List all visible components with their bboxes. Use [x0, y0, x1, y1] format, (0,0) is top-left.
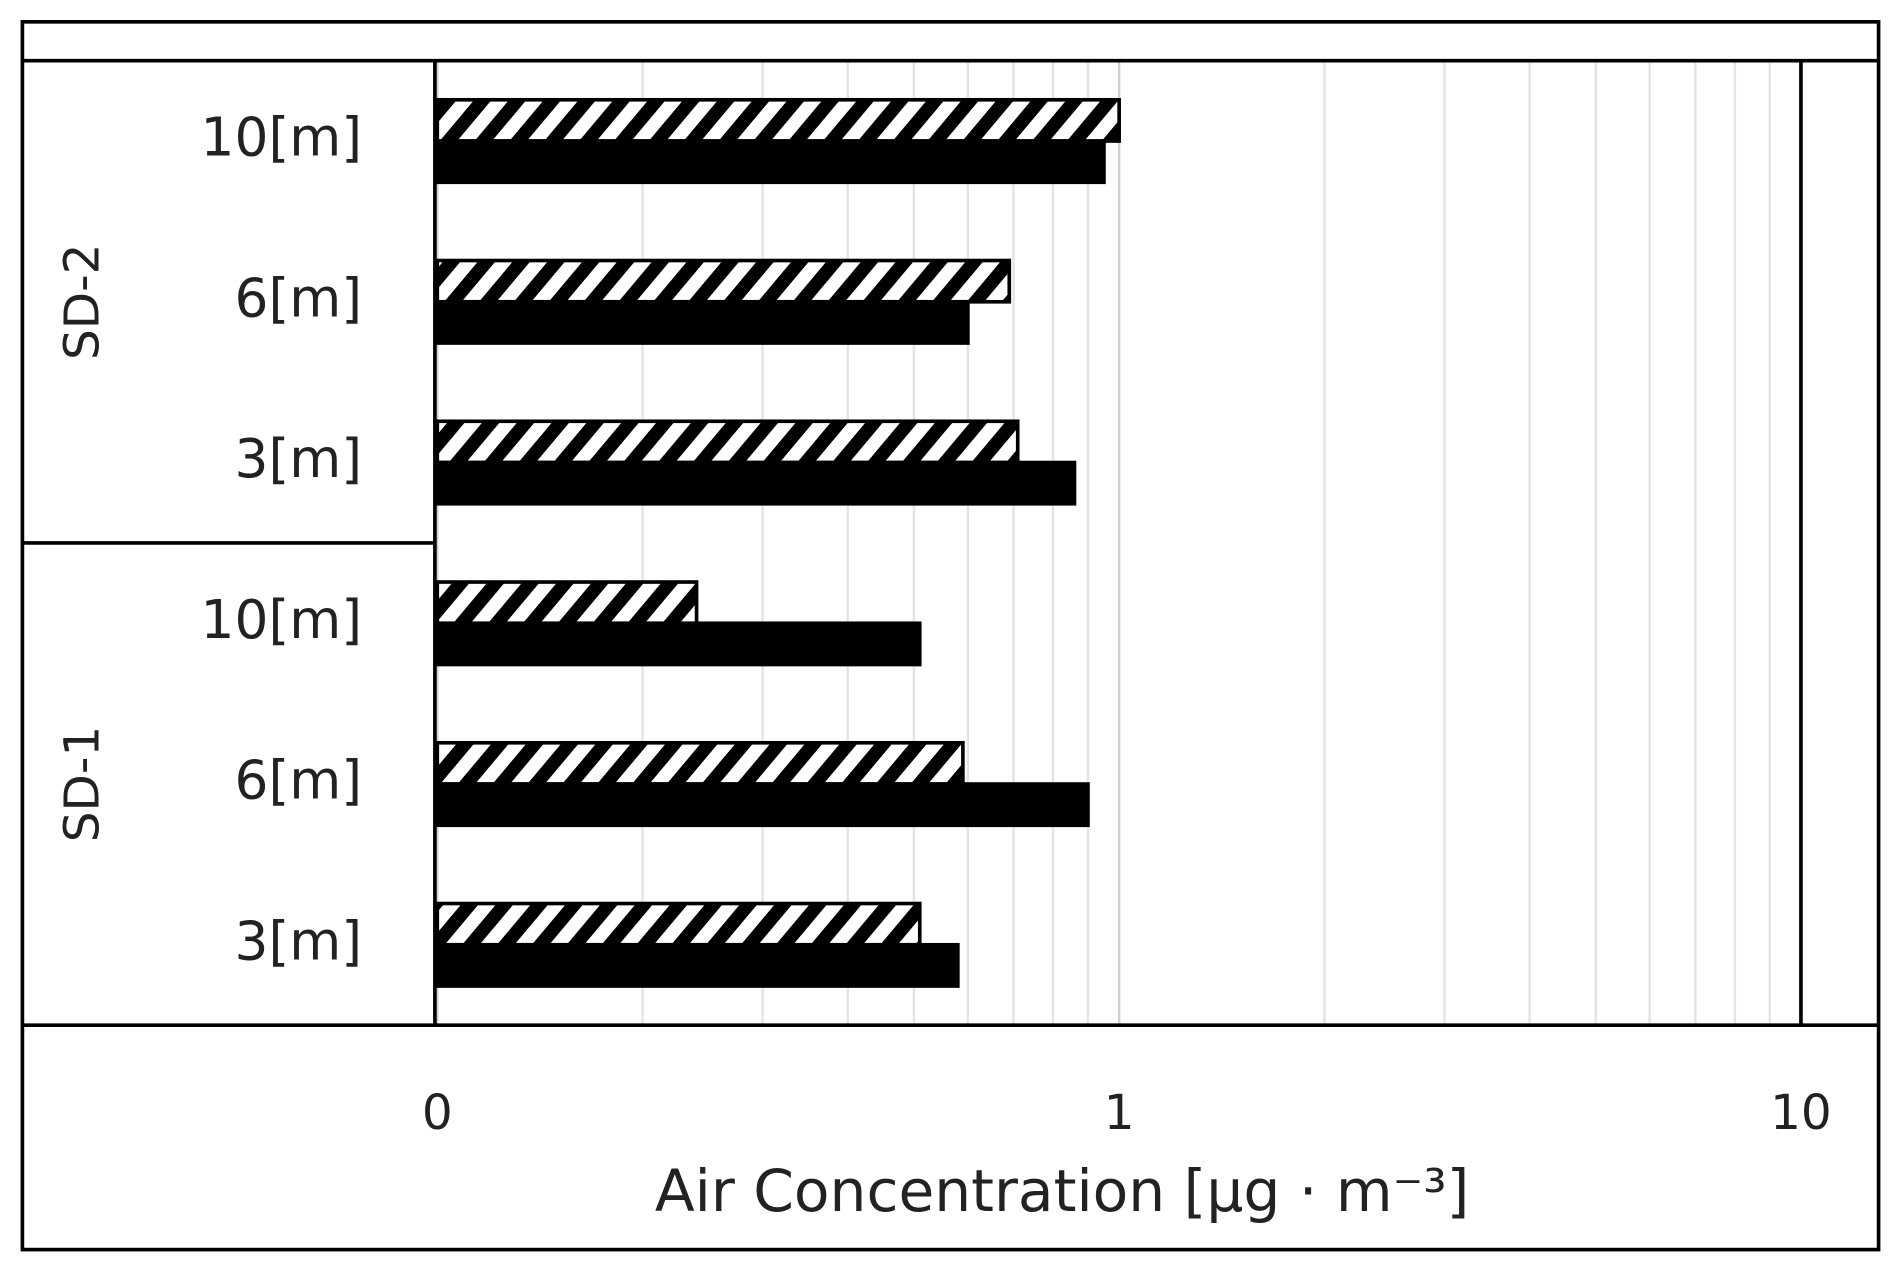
x-tick-label: 1 [1104, 1085, 1135, 1141]
y-tick-label: 10[m] [201, 106, 363, 169]
y-tick-label: 6[m] [234, 749, 362, 812]
x-tick-label: 0 [422, 1085, 453, 1141]
bar [435, 942, 960, 988]
bar [435, 782, 1090, 828]
bar [435, 258, 1012, 304]
grid [436, 60, 1803, 1026]
bar [435, 139, 1106, 185]
bar [435, 97, 1121, 143]
bar [435, 901, 922, 947]
y-tick-label: 3[m] [234, 909, 362, 972]
y-tick-label: 6[m] [234, 266, 362, 329]
bar [435, 419, 1020, 465]
bar [435, 580, 699, 626]
bar [435, 621, 922, 667]
bar [435, 299, 970, 345]
group-label: SD-2 [54, 244, 110, 361]
x-axis-label: Air Concentration [μg · m⁻³] [655, 1157, 1470, 1225]
y-tick-label: 3[m] [234, 427, 362, 490]
bar [435, 460, 1077, 506]
x-tick-label: 10 [1770, 1085, 1832, 1141]
group-label: SD-1 [54, 726, 110, 843]
frame [20, 20, 1881, 1252]
y-tick-label: 10[m] [201, 588, 363, 651]
bar [435, 740, 965, 786]
